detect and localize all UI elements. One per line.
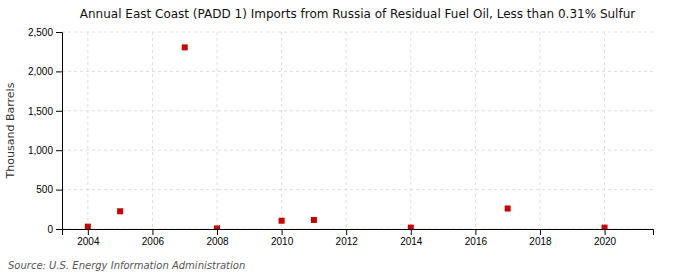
tick-mark: [346, 229, 347, 235]
point: [279, 218, 285, 224]
tick-label: 2016: [465, 236, 488, 247]
tick: 1,000: [28, 145, 62, 156]
tick-mark: [282, 229, 283, 235]
grid-line: [346, 32, 347, 229]
tick-label: 2008: [206, 236, 229, 247]
tick: 0: [47, 224, 62, 235]
x-axis: 2004 2006 2008 2010 2012 2014 2016 2018 2020: [63, 229, 654, 247]
grid-line: [152, 32, 153, 229]
grid-line: [604, 32, 605, 229]
tick-label: 2004: [77, 236, 100, 247]
point: [214, 225, 220, 229]
grid-line: [539, 32, 540, 229]
tick-label: 2020: [594, 236, 617, 247]
tick-mark: [88, 229, 89, 235]
points: [85, 44, 608, 229]
tick-mark: [475, 229, 476, 235]
tick-mark: [605, 229, 606, 235]
tick-mark: [152, 229, 153, 235]
grid-line: [217, 32, 218, 229]
grid-line: [410, 32, 411, 229]
grid: [62, 32, 653, 229]
tick-label: 2012: [336, 236, 359, 247]
tick: 2008: [206, 229, 229, 247]
tick: 2014: [400, 229, 423, 247]
tick-label: 2018: [529, 236, 552, 247]
grid-line: [281, 32, 282, 229]
tick-mark: [56, 71, 62, 72]
tick: 2012: [336, 229, 359, 247]
chart: 2004 2006 2008 2010 2012 2014 2016 2018 2020 0 500…: [0, 0, 675, 275]
y-axis: 0 500 1,000 1,500 2,000 2,500: [28, 27, 63, 235]
annotation: Source: U.S. Energy Information Administ…: [8, 260, 245, 271]
tick: 2,000: [28, 66, 62, 77]
tick: 500: [36, 184, 62, 195]
grid-line: [475, 32, 476, 229]
tick-mark: [56, 190, 62, 191]
tick: 2010: [271, 229, 294, 247]
tick-label: 1,500: [28, 106, 53, 117]
axis-line: [63, 230, 654, 236]
grid-line: [87, 32, 88, 229]
point: [85, 224, 91, 229]
point: [117, 208, 123, 214]
tick: 2016: [465, 229, 488, 247]
point: [602, 225, 608, 229]
tick-mark: [411, 229, 412, 235]
grid-line: [62, 32, 653, 33]
tick-mark: [56, 32, 62, 33]
grid-line: [62, 189, 653, 190]
tick-label: 2006: [142, 236, 165, 247]
point: [311, 217, 317, 223]
axis-line: [56, 33, 63, 230]
tick: 2,500: [28, 27, 62, 38]
point: [505, 206, 511, 212]
tick-label: 0: [47, 224, 53, 235]
tick-mark: [56, 229, 62, 230]
grid-line: [62, 110, 653, 111]
y-axis-title: Thousand Barrels: [4, 82, 17, 179]
tick-label: 1,000: [28, 145, 53, 156]
tick-label: 2010: [271, 236, 294, 247]
title: Annual East Coast (PADD 1) Imports from …: [80, 7, 635, 21]
tick: 2004: [77, 229, 100, 247]
point: [408, 225, 414, 229]
tick-mark: [217, 229, 218, 235]
plot-area: 2004 2006 2008 2010 2012 2014 2016 2018 2020 0 500…: [28, 27, 654, 247]
tick-mark: [56, 111, 62, 112]
tick-label: 2,000: [28, 66, 53, 77]
tick-label: 2,500: [28, 27, 53, 38]
tick-label: 500: [36, 184, 53, 195]
tick: 2006: [142, 229, 165, 247]
point: [182, 44, 188, 50]
tick: 2018: [529, 229, 552, 247]
tick: 1,500: [28, 106, 62, 117]
tick-mark: [540, 229, 541, 235]
grid-line: [62, 71, 653, 72]
tick: 2020: [594, 229, 617, 247]
grid-line: [62, 150, 653, 151]
tick-label: 2014: [400, 236, 423, 247]
tick-mark: [56, 150, 62, 151]
